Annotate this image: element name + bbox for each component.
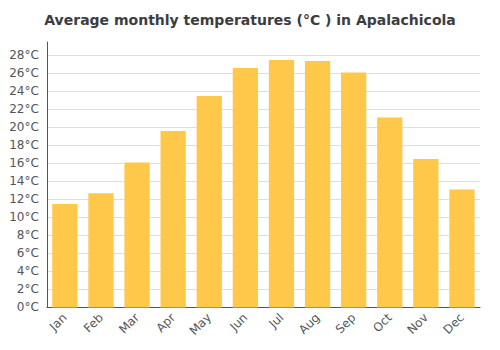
svg-text:May: May xyxy=(187,311,214,338)
svg-text:Sep: Sep xyxy=(333,311,359,337)
svg-text:2°C: 2°C xyxy=(17,282,39,296)
svg-text:Jul: Jul xyxy=(266,311,287,332)
svg-text:24°C: 24°C xyxy=(9,84,39,98)
svg-text:16°C: 16°C xyxy=(9,156,39,170)
svg-text:20°C: 20°C xyxy=(9,120,39,134)
svg-text:4°C: 4°C xyxy=(17,264,39,278)
svg-text:Jan: Jan xyxy=(46,311,70,335)
svg-text:10°C: 10°C xyxy=(9,210,39,224)
svg-text:Jun: Jun xyxy=(226,311,250,335)
svg-text:26°C: 26°C xyxy=(9,66,39,80)
svg-text:Average monthly temperatures (: Average monthly temperatures (°C ) in Ap… xyxy=(44,12,455,28)
svg-text:Aug: Aug xyxy=(296,311,322,337)
svg-text:18°C: 18°C xyxy=(9,138,39,152)
svg-text:28°C: 28°C xyxy=(9,48,39,62)
svg-text:Nov: Nov xyxy=(404,311,430,337)
svg-text:Apr: Apr xyxy=(154,310,179,335)
svg-text:Mar: Mar xyxy=(116,310,142,336)
svg-text:Feb: Feb xyxy=(81,311,106,336)
svg-text:Dec: Dec xyxy=(441,311,467,337)
svg-text:12°C: 12°C xyxy=(9,192,39,206)
svg-text:22°C: 22°C xyxy=(9,102,39,116)
svg-text:8°C: 8°C xyxy=(17,228,39,242)
svg-text:6°C: 6°C xyxy=(17,246,39,260)
svg-text:14°C: 14°C xyxy=(9,174,39,188)
svg-text:Oct: Oct xyxy=(370,310,395,335)
svg-text:0°C: 0°C xyxy=(17,300,39,314)
